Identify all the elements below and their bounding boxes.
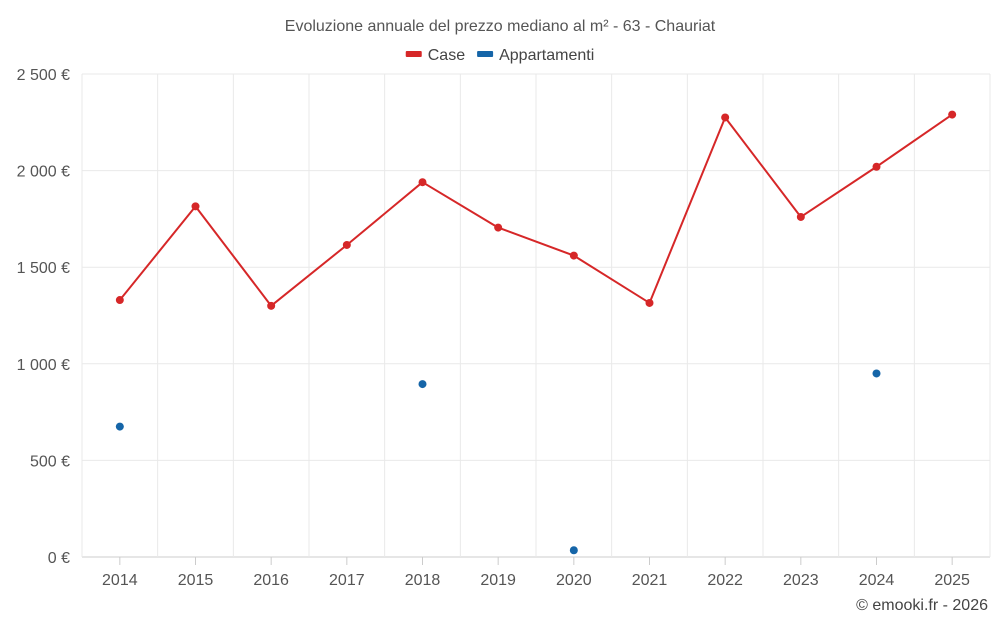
data-point-case[interactable] (796, 212, 805, 221)
data-point-case[interactable] (872, 162, 881, 171)
x-tick-label: 2017 (329, 572, 365, 589)
x-tick-label: 2025 (934, 572, 970, 589)
x-tick-label: 2022 (707, 572, 743, 589)
x-tick-label: 2023 (783, 572, 819, 589)
x-tick-label: 2015 (178, 572, 214, 589)
x-tick-label: 2016 (253, 572, 289, 589)
legend-label: Appartamenti (499, 47, 594, 64)
y-tick-label: 1 500 € (17, 260, 70, 277)
data-point-appartamenti[interactable] (872, 369, 881, 378)
data-point-case[interactable] (115, 296, 124, 305)
x-tick-label: 2019 (480, 572, 516, 589)
data-point-case[interactable] (721, 113, 730, 122)
chart-title: Evoluzione annuale del prezzo mediano al… (285, 18, 716, 35)
y-tick-label: 0 € (48, 550, 70, 567)
legend: Case Appartamenti (405, 47, 594, 64)
data-point-appartamenti[interactable] (569, 546, 578, 555)
data-point-case[interactable] (191, 202, 200, 211)
x-tick-label: 2024 (859, 572, 895, 589)
data-point-case[interactable] (418, 178, 427, 187)
grid (81, 73, 991, 558)
data-point-case[interactable] (948, 110, 957, 119)
legend-label: Case (428, 47, 465, 64)
legend-item-appartamenti[interactable]: Appartamenti (477, 47, 594, 64)
data-point-case[interactable] (645, 298, 654, 307)
data-point-appartamenti[interactable] (115, 422, 124, 431)
data-point-case[interactable] (267, 301, 276, 310)
series-layer (115, 110, 957, 555)
y-tick-label: 2 500 € (17, 67, 70, 84)
credit-text: © emooki.fr - 2026 (856, 597, 988, 614)
legend-swatch (477, 51, 494, 57)
y-tick-label: 500 € (30, 453, 70, 470)
x-tick-label: 2014 (102, 572, 138, 589)
data-point-case[interactable] (494, 223, 503, 232)
x-tick-label: 2018 (405, 572, 441, 589)
data-point-case[interactable] (342, 240, 351, 249)
series-line-case (119, 113, 953, 307)
legend-swatch (405, 51, 422, 57)
y-tick-label: 1 000 € (17, 357, 70, 374)
y-axis: 0 € 500 € 1 000 € 1 500 € 2 000 € 2 500 € (17, 67, 70, 567)
x-tick-label: 2020 (556, 572, 592, 589)
x-axis: 2014 2015 2016 2017 2018 2019 2020 2021 2022 2023… (102, 557, 970, 589)
data-point-case[interactable] (569, 251, 578, 260)
y-tick-label: 2 000 € (17, 164, 70, 181)
x-tick-label: 2021 (632, 572, 668, 589)
data-point-appartamenti[interactable] (418, 380, 427, 389)
legend-item-case[interactable]: Case (405, 47, 465, 64)
